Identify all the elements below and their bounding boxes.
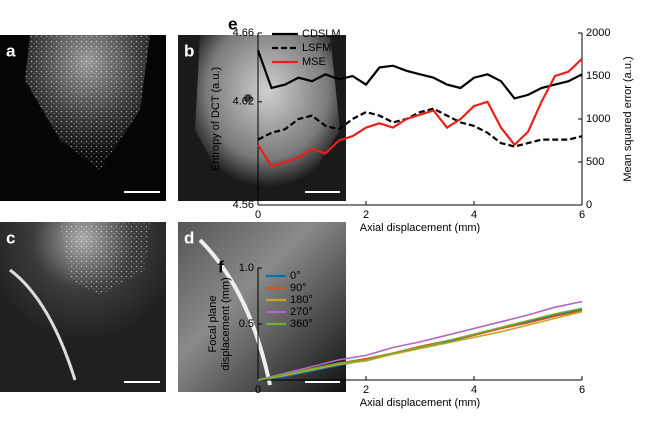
series-line <box>256 49 583 100</box>
series-line <box>257 300 583 381</box>
y-axis-label: Entropy of DCT (a.u.) <box>210 67 222 171</box>
x-tick-label: 2 <box>363 209 369 221</box>
series-line <box>257 107 583 148</box>
image-c: c <box>0 222 166 392</box>
chart-label: f <box>218 257 224 276</box>
y-tick-label: 4.62 <box>233 96 254 108</box>
y-tick-label: 4.66 <box>233 27 254 39</box>
x-tick-label: 4 <box>471 384 477 396</box>
x-tick-label: 0 <box>255 209 261 221</box>
panel-label: c <box>6 228 15 247</box>
y-tick-label: 0.5 <box>239 318 254 330</box>
y-axis-label: Focal plane <box>207 296 219 353</box>
x-tick-label: 2 <box>363 384 369 396</box>
panel-label: a <box>6 41 16 60</box>
y2-axis-label: Mean squared error (a.u.) <box>622 56 634 181</box>
y-tick-label: 4.56 <box>233 199 254 211</box>
legend-label: MSE <box>302 56 326 68</box>
y2-tick-label: 0 <box>586 199 592 211</box>
y-tick-label: 1.0 <box>239 262 254 274</box>
chart-label: e <box>228 14 237 33</box>
y2-tick-label: 1500 <box>586 70 610 82</box>
panel-label: b <box>184 41 194 60</box>
x-tick-label: 6 <box>579 384 585 396</box>
legend-label: 360° <box>290 318 313 330</box>
image-a: a <box>0 35 166 201</box>
x-tick-label: 6 <box>579 209 585 221</box>
legend-label: CDSLM <box>302 28 341 40</box>
legend-label: LSFM <box>302 42 331 54</box>
y2-tick-label: 1000 <box>586 113 610 125</box>
series-line <box>257 310 583 381</box>
legend-label: 90° <box>290 282 307 294</box>
x-axis-label: Axial displacement (mm) <box>360 222 480 234</box>
legend-label: 270° <box>290 306 313 318</box>
legend-label: 0° <box>290 270 301 282</box>
y-axis-label: displacement (mm) <box>220 277 232 371</box>
panel-label: d <box>184 228 194 247</box>
series-line <box>257 58 583 168</box>
x-tick-label: 0 <box>255 384 261 396</box>
series-line <box>257 307 583 381</box>
x-tick-label: 4 <box>471 209 477 221</box>
y2-tick-label: 500 <box>586 156 604 168</box>
image-d: d <box>178 222 346 392</box>
legend-label: 180° <box>290 294 313 306</box>
x-axis-label: Axial displacement (mm) <box>360 397 480 409</box>
y2-tick-label: 2000 <box>586 27 610 39</box>
